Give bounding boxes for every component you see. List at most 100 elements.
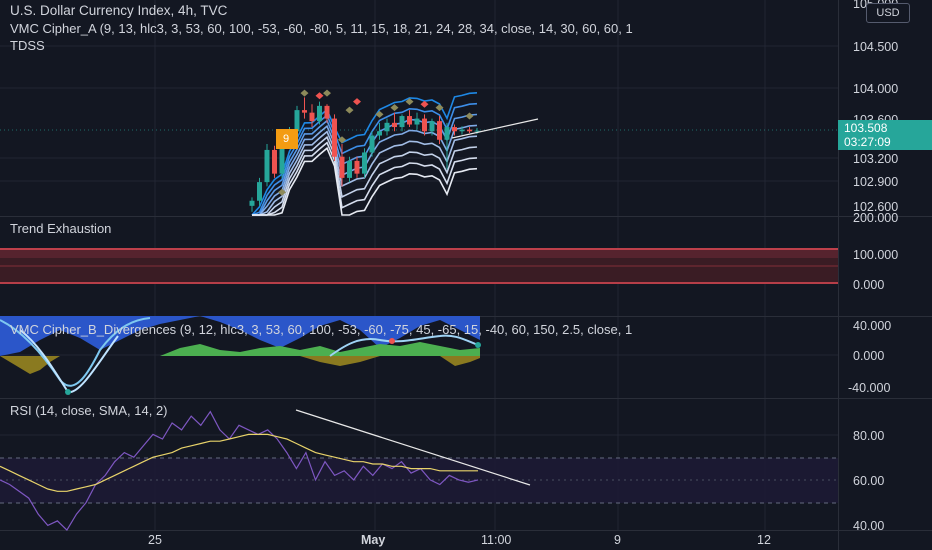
candle-body — [272, 149, 277, 174]
rsi-series — [0, 410, 479, 531]
money-flow-neg — [440, 356, 480, 366]
diamond-marker — [300, 89, 309, 97]
axis-label: 80.00 — [853, 429, 884, 443]
cipher-b-waves — [0, 316, 481, 395]
ribbon-line — [252, 130, 478, 216]
time-label: 12 — [757, 533, 771, 547]
candle-body — [429, 121, 435, 132]
diamond-marker — [375, 110, 384, 118]
candle-body — [279, 139, 285, 174]
candle-body — [294, 110, 300, 132]
candle-body — [444, 127, 450, 140]
ribbon-line — [252, 141, 478, 216]
axis-label: -40.000 — [848, 381, 890, 395]
money-flow-neg — [0, 356, 80, 374]
ribbon-line — [252, 146, 478, 216]
candle-body — [249, 200, 255, 206]
diamond-marker — [405, 98, 414, 106]
time-axis[interactable]: 25 May 11:00 9 12 — [148, 533, 771, 547]
axis-label: 200.000 — [853, 211, 898, 225]
candle-body — [407, 116, 412, 125]
diamond-marker — [278, 188, 286, 196]
money-flow-pos — [160, 342, 480, 356]
trend-exhaustion-legend[interactable]: Trend Exhaustion — [10, 221, 112, 236]
axis-label: 0.000 — [853, 349, 884, 363]
diamond-marker — [435, 104, 444, 112]
diamond-marker — [345, 106, 354, 114]
rsi-band — [0, 458, 838, 503]
candle-body — [392, 122, 397, 128]
candle-body — [377, 131, 382, 136]
wave-dot-green — [65, 389, 71, 395]
time-label: May — [361, 533, 385, 547]
axis-label: 40.00 — [853, 519, 884, 533]
axis-label: 100.000 — [853, 248, 898, 262]
rsi-ma-line — [0, 433, 478, 492]
axis-label: 103.200 — [853, 152, 898, 166]
candle-body — [369, 135, 375, 153]
candle-body — [324, 105, 330, 119]
signal-diamonds — [278, 89, 474, 196]
candle-body — [452, 127, 457, 132]
wave-line — [0, 317, 151, 387]
diamond-marker — [390, 104, 399, 112]
candle-body — [302, 110, 307, 113]
axis-label: 104.000 — [853, 82, 898, 96]
tdss-legend[interactable]: TDSS — [10, 38, 45, 53]
cipher-a-legend[interactable]: VMC Cipher_A (9, 13, hlc3, 3, 53, 60, 10… — [10, 21, 633, 36]
candle-body — [347, 160, 352, 178]
candle-body — [309, 112, 315, 122]
currency-button[interactable]: USD — [866, 3, 910, 23]
rsi-legend[interactable]: RSI (14, close, SMA, 14, 2) — [10, 403, 168, 418]
ribbon-line — [252, 135, 478, 216]
chart-title: U.S. Dollar Currency Index, 4h, TVC — [10, 3, 228, 18]
last-price-value: 103.508 — [844, 121, 888, 135]
td-count-label: 9 — [283, 133, 289, 145]
axis-label: 40.000 — [853, 319, 891, 333]
candle-body — [317, 105, 322, 122]
candle-body — [459, 129, 465, 132]
axis-label: 60.00 — [853, 474, 884, 488]
rsi-trendline[interactable] — [295, 409, 531, 486]
wave-area-blue — [200, 316, 480, 348]
last-price-tag: 103.508 03:27:09 — [838, 120, 932, 150]
wave-dot-red — [389, 338, 395, 344]
bar-countdown: 03:27:09 — [844, 135, 891, 149]
trend-exhaustion-band — [0, 248, 838, 284]
money-flow-neg — [300, 356, 380, 366]
candlestick-series — [249, 97, 480, 212]
axis-label: 102.900 — [853, 175, 898, 189]
time-label: 9 — [614, 533, 621, 547]
time-label: 25 — [148, 533, 162, 547]
candle-body — [399, 116, 405, 128]
price-axis[interactable]: 105.000 104.500 104.000 103.600 103.200 … — [848, 0, 898, 533]
ribbon-line — [251, 92, 478, 216]
candle-body — [384, 122, 390, 132]
candle-body — [354, 160, 360, 174]
diamond-marker — [338, 136, 346, 144]
cipher-b-legend[interactable]: VMC Cipher_B_Divergences (9, 12, hlc3, 3… — [10, 322, 633, 337]
axis-label: 0.000 — [853, 278, 884, 292]
candle-body — [474, 130, 480, 132]
candle-body — [414, 118, 420, 125]
diamond-marker — [315, 92, 324, 100]
axis-label: 104.500 — [853, 40, 898, 54]
axis-label: 102.600 — [853, 200, 898, 214]
wave-dot-green — [475, 342, 481, 348]
candle-body — [467, 129, 472, 132]
ema-ribbon — [251, 92, 478, 216]
wave-line — [329, 334, 479, 357]
candle-body — [257, 182, 262, 201]
candle-body — [264, 149, 270, 183]
wave-area-blue — [0, 316, 200, 356]
diamond-marker — [420, 100, 429, 108]
diamond-marker — [323, 89, 331, 97]
candle-body — [437, 121, 442, 140]
rsi-line — [0, 410, 479, 531]
candle-body — [339, 156, 345, 178]
candle-body — [422, 118, 427, 132]
ribbon-line — [251, 102, 478, 216]
price-trendline[interactable] — [451, 118, 539, 139]
diamond-marker — [465, 112, 474, 120]
